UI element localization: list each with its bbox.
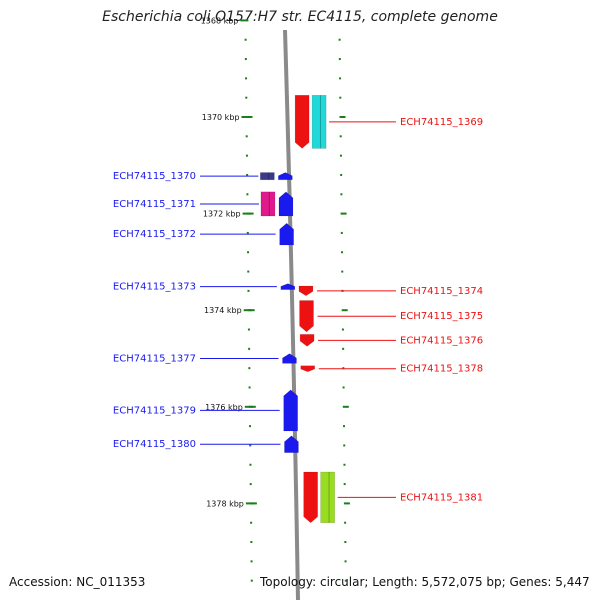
gene-arrow[interactable]	[282, 353, 297, 364]
feature-block[interactable]	[311, 94, 327, 149]
gene-label[interactable]: ECH74115_1372	[113, 229, 196, 240]
gene-arrow[interactable]	[300, 365, 316, 373]
feature-block[interactable]	[320, 471, 335, 524]
tick-label: 1378 kbp	[206, 499, 244, 508]
gene-arrow[interactable]	[280, 283, 296, 290]
gene-arrow[interactable]	[298, 285, 314, 297]
gene-label[interactable]: ECH74115_1369	[400, 117, 483, 128]
gene-arrow[interactable]	[299, 334, 315, 347]
accession-text: Accession: NC_011353	[9, 575, 146, 589]
gene-arrow[interactable]	[284, 435, 299, 453]
tick-label: 1376 kbp	[205, 403, 243, 412]
map-title: Escherichia coli O157:H7 str. EC4115, co…	[102, 9, 498, 25]
genome-backbone	[283, 29, 300, 600]
gene-arrow[interactable]	[278, 191, 294, 217]
gene-label[interactable]: ECH74115_1376	[400, 335, 483, 346]
genome-summary: Topology: circular; Length: 5,572,075 bp…	[260, 575, 590, 589]
gene-label[interactable]: ECH74115_1370	[113, 171, 196, 182]
tick-label: 1372 kbp	[203, 210, 241, 219]
gene-features	[260, 94, 335, 524]
gene-label[interactable]: ECH74115_1375	[400, 311, 483, 322]
tick-label: 1374 kbp	[204, 306, 242, 315]
feature-block[interactable]	[260, 191, 276, 217]
gene-arrow[interactable]	[279, 222, 294, 246]
gene-arrow[interactable]	[294, 94, 310, 149]
feature-block[interactable]	[260, 172, 275, 181]
tick-label: 1368 kbp	[201, 16, 239, 25]
gene-label[interactable]: ECH74115_1377	[113, 354, 196, 365]
gene-arrow[interactable]	[299, 300, 314, 333]
gene-arrow[interactable]	[278, 172, 293, 181]
gene-arrow[interactable]	[303, 471, 318, 524]
gene-label[interactable]: ECH74115_1371	[113, 199, 196, 210]
gene-label[interactable]: ECH74115_1381	[400, 492, 483, 503]
gene-labels: ECH74115_1369 ECH74115_1370 ECH74115_1371 E…	[113, 117, 483, 504]
tick-label: 1370 kbp	[202, 113, 240, 122]
gene-label[interactable]: ECH74115_1374	[400, 286, 483, 297]
tick-marks: 1368 kbp 1370 kbp 1372 kbp 1374 kbp 1376 kbp…	[201, 16, 350, 582]
gene-label[interactable]: ECH74115_1373	[113, 282, 196, 293]
gene-arrow[interactable]	[283, 389, 298, 432]
gene-label[interactable]: ECH74115_1380	[113, 439, 196, 450]
gene-label[interactable]: ECH74115_1379	[113, 405, 196, 416]
gene-label[interactable]: ECH74115_1378	[400, 364, 483, 375]
